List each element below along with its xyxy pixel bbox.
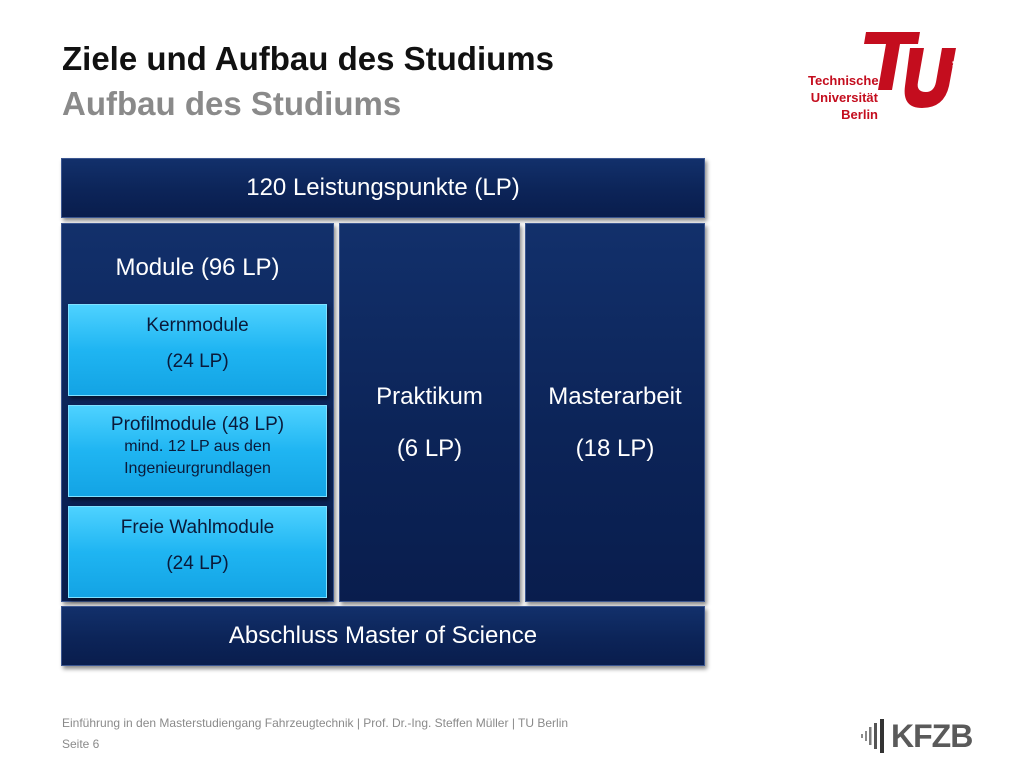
profilmodule-box: Profilmodule (48 LP) mind. 12 LP aus den… xyxy=(68,405,327,497)
profilmodule-note-2: Ingenieurgrundlagen xyxy=(124,460,271,477)
total-credits-label: 120 Leistungspunkte (LP) xyxy=(246,174,520,201)
praktikum-name: Praktikum xyxy=(376,383,483,410)
logo-line-3: Berlin xyxy=(841,107,878,122)
slide-subtitle: Aufbau des Studiums xyxy=(62,85,402,122)
total-credits-bar: 120 Leistungspunkte (LP) xyxy=(61,158,705,218)
masterarbeit-column: Masterarbeit (18 LP) xyxy=(525,223,705,602)
profilmodule-name: Profilmodule (48 LP) xyxy=(110,414,285,435)
kernmodule-name: Kernmodule xyxy=(146,315,249,336)
kfzb-logo: KFZB xyxy=(891,718,973,754)
wahlmodule-name: Freie Wahlmodule xyxy=(120,517,275,538)
logo-line-2: Universität xyxy=(810,90,878,105)
wahlmodule-box: Freie Wahlmodule (24 LP) xyxy=(68,506,327,598)
kernmodule-box: Kernmodule (24 LP) xyxy=(68,304,327,396)
degree-label: Abschluss Master of Science xyxy=(228,622,538,649)
kfzb-wave-icon xyxy=(861,719,884,753)
footer-text: Einführung in den Masterstudiengang Fahr… xyxy=(62,716,569,730)
logo-line-1: Technische xyxy=(808,73,879,88)
profilmodule-note-1: mind. 12 LP aus den xyxy=(124,438,271,455)
masterarbeit-lp: (18 LP) xyxy=(575,435,655,462)
kernmodule-lp: (24 LP) xyxy=(166,351,229,372)
wahlmodule-lp: (24 LP) xyxy=(166,553,229,574)
logo-wordmark: Technische Universität Berlin xyxy=(808,72,879,123)
page-number: Seite 6 xyxy=(62,737,100,751)
praktikum-lp: (6 LP) xyxy=(396,435,463,462)
modules-heading: Module (96 LP) xyxy=(115,254,280,281)
degree-bar: Abschluss Master of Science xyxy=(61,606,705,666)
slide-title: Ziele und Aufbau des Studiums xyxy=(62,40,554,77)
masterarbeit-name: Masterarbeit xyxy=(548,383,682,410)
praktikum-column: Praktikum (6 LP) xyxy=(339,223,520,602)
logo-vertical-text: berlin xyxy=(950,53,965,88)
tu-berlin-logo-icon: berlin xyxy=(864,32,965,108)
